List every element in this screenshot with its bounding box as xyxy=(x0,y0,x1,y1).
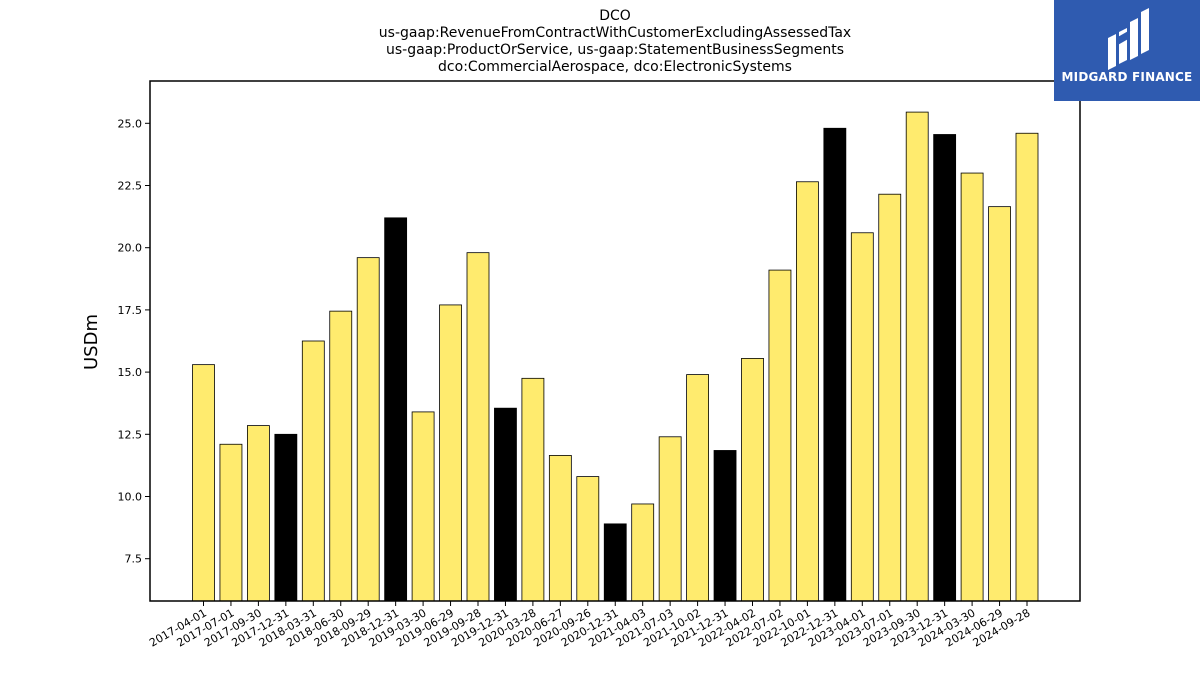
bar xyxy=(603,523,627,602)
bar xyxy=(439,304,462,602)
chart-title-line: us-gaap:RevenueFromContractWithCustomerE… xyxy=(379,25,851,41)
bar xyxy=(576,476,600,602)
bar xyxy=(686,374,709,602)
y-tick-label: 17.5 xyxy=(118,304,143,317)
bar xyxy=(1015,132,1039,602)
y-tick-label: 15.0 xyxy=(118,366,143,379)
bar xyxy=(713,450,737,602)
bar xyxy=(219,443,243,602)
chart-title-line: dco:CommercialAerospace, dco:ElectronicS… xyxy=(438,59,792,75)
bar xyxy=(905,111,929,602)
bar xyxy=(329,310,353,602)
plot-frame xyxy=(149,80,1081,602)
bar xyxy=(384,217,408,602)
bar xyxy=(823,127,847,602)
bar xyxy=(466,252,490,602)
bar xyxy=(521,377,545,602)
logo-text: MIDGARD FINANCE xyxy=(1061,70,1193,84)
y-tick-label: 7.5 xyxy=(125,553,143,566)
bars-group xyxy=(192,111,1039,602)
bar xyxy=(933,134,957,602)
bar xyxy=(274,433,298,602)
y-tick-label: 10.0 xyxy=(118,491,143,504)
y-tick-label: 12.5 xyxy=(118,428,143,441)
bar xyxy=(960,172,984,602)
logo-mark-icon xyxy=(1108,8,1149,70)
bar xyxy=(658,436,682,602)
bar xyxy=(411,411,435,602)
bar xyxy=(796,181,819,602)
y-tick-label: 25.0 xyxy=(118,117,143,130)
bar xyxy=(741,358,764,602)
y-tick-label: 22.5 xyxy=(118,179,143,192)
bar xyxy=(850,232,874,602)
y-axis-label: USDm xyxy=(81,314,102,370)
bar xyxy=(494,407,517,602)
y-tick-label: 20.0 xyxy=(118,242,143,255)
bar xyxy=(192,364,215,602)
bar xyxy=(988,206,1011,602)
bar xyxy=(301,340,325,602)
bar xyxy=(548,455,572,602)
bar xyxy=(246,425,270,602)
bar xyxy=(631,503,655,602)
chart-title: DCOus-gaap:RevenueFromContractWithCustom… xyxy=(379,8,851,75)
x-axis-ticks: 2017-04-012017-07-012017-09-302017-12-31… xyxy=(147,601,1033,650)
bar xyxy=(768,269,792,602)
brand-logo: MIDGARD FINANCE xyxy=(1054,0,1200,101)
bar xyxy=(878,193,902,602)
chart-title-line: DCO xyxy=(599,8,631,24)
bar xyxy=(356,257,380,602)
y-axis-ticks: 7.5 10.0 12.5 15.0 17.5 20.0 22.5 25.0 xyxy=(118,117,150,566)
chart-title-line: us-gaap:ProductOrService, us-gaap:Statem… xyxy=(386,42,844,58)
